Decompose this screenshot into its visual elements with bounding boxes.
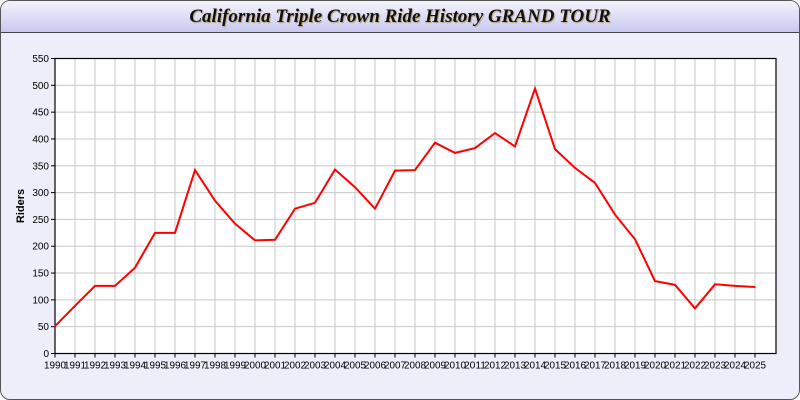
y-tick-label: 200 <box>32 242 49 253</box>
y-tick-label: 100 <box>32 295 49 306</box>
data-point <box>594 182 596 184</box>
data-point <box>254 239 256 242</box>
x-tick-label: 1990 <box>44 361 66 372</box>
y-tick-label: 400 <box>32 134 49 145</box>
x-tick-label: 2013 <box>504 361 526 372</box>
x-tick-label: 2021 <box>664 361 686 372</box>
data-point <box>214 199 216 202</box>
data-point <box>414 169 416 171</box>
y-tick-label: 350 <box>32 161 49 172</box>
y-tick-label: 150 <box>32 269 49 280</box>
data-point <box>234 222 236 225</box>
data-point <box>454 152 456 154</box>
x-tick-label: 2006 <box>364 361 386 372</box>
y-tick-label: 450 <box>32 108 49 119</box>
y-tick-label: 550 <box>32 54 49 65</box>
y-tick-label: 500 <box>32 81 49 92</box>
data-point <box>634 238 636 241</box>
x-tick-label: 2020 <box>644 361 666 372</box>
chart-title: California Triple Crown Ride History GRA… <box>189 6 611 27</box>
data-point <box>314 201 316 204</box>
data-point <box>174 232 176 234</box>
x-tick-label: 1993 <box>104 361 126 372</box>
x-tick-label: 1996 <box>164 361 186 372</box>
y-axis-label: Riders <box>15 189 27 223</box>
x-tick-label: 2024 <box>724 361 746 372</box>
x-tick-label: 1999 <box>224 361 246 372</box>
data-point <box>54 325 56 327</box>
data-point <box>674 284 676 286</box>
series-line <box>54 85 756 327</box>
data-point <box>574 167 576 169</box>
x-tick-label: 2005 <box>344 361 366 372</box>
x-tick-label: 1994 <box>124 361 146 372</box>
data-point <box>474 147 476 149</box>
data-point <box>614 213 616 216</box>
data-point <box>734 285 736 287</box>
data-point <box>74 304 76 307</box>
data-point <box>534 87 536 90</box>
y-tick-label: 0 <box>43 349 49 360</box>
x-tick-label: 2017 <box>584 361 606 372</box>
data-point <box>274 238 276 241</box>
x-tick-label: 2016 <box>564 361 586 372</box>
x-tick-label: 2009 <box>424 361 446 372</box>
data-point <box>294 207 296 210</box>
data-point <box>654 280 656 282</box>
data-point <box>514 145 516 148</box>
x-tick-label: 2007 <box>384 361 406 372</box>
x-tick-label: 1995 <box>144 361 166 372</box>
data-point <box>694 307 696 310</box>
data-point <box>354 186 356 189</box>
plot-border <box>54 57 777 355</box>
x-tick-label: 2002 <box>284 361 306 372</box>
x-tick-label: 2019 <box>624 361 646 372</box>
x-tick-label: 2004 <box>324 361 346 372</box>
data-point <box>714 283 716 286</box>
x-tick-label: 2025 <box>744 361 766 372</box>
data-point <box>394 169 396 172</box>
data-point <box>134 266 136 269</box>
x-tick-label: 2018 <box>604 361 626 372</box>
x-tick-label: 2001 <box>264 361 286 372</box>
title-bar: California Triple Crown Ride History GRA… <box>1 1 799 33</box>
x-tick-label: 2008 <box>404 361 426 372</box>
y-tick-label: 300 <box>32 188 49 199</box>
y-tick-label: 50 <box>38 322 50 333</box>
x-tick-label: 2014 <box>524 361 546 372</box>
data-point <box>334 168 336 171</box>
x-tick-label: 2012 <box>484 361 506 372</box>
x-tick-label: 2015 <box>544 361 566 372</box>
x-tick-label: 2000 <box>244 361 266 372</box>
y-tick-label: 250 <box>32 215 49 226</box>
x-tick-label: 1992 <box>84 361 106 372</box>
data-point <box>494 132 496 134</box>
x-tick-label: 1991 <box>64 361 86 372</box>
x-tick-label: 2011 <box>464 361 486 372</box>
data-point <box>374 207 376 210</box>
x-tick-label: 2022 <box>684 361 706 372</box>
x-tick-label: 1997 <box>184 361 206 372</box>
data-point <box>114 285 116 287</box>
x-tick-label: 2023 <box>704 361 726 372</box>
data-point <box>754 286 756 288</box>
data-point <box>434 141 436 144</box>
data-point <box>94 285 96 287</box>
data-point <box>154 232 156 234</box>
data-point <box>194 169 196 171</box>
x-tick-label: 2003 <box>304 361 326 372</box>
data-point <box>554 148 556 150</box>
x-tick-label: 1998 <box>204 361 226 372</box>
x-tick-label: 2010 <box>444 361 466 372</box>
